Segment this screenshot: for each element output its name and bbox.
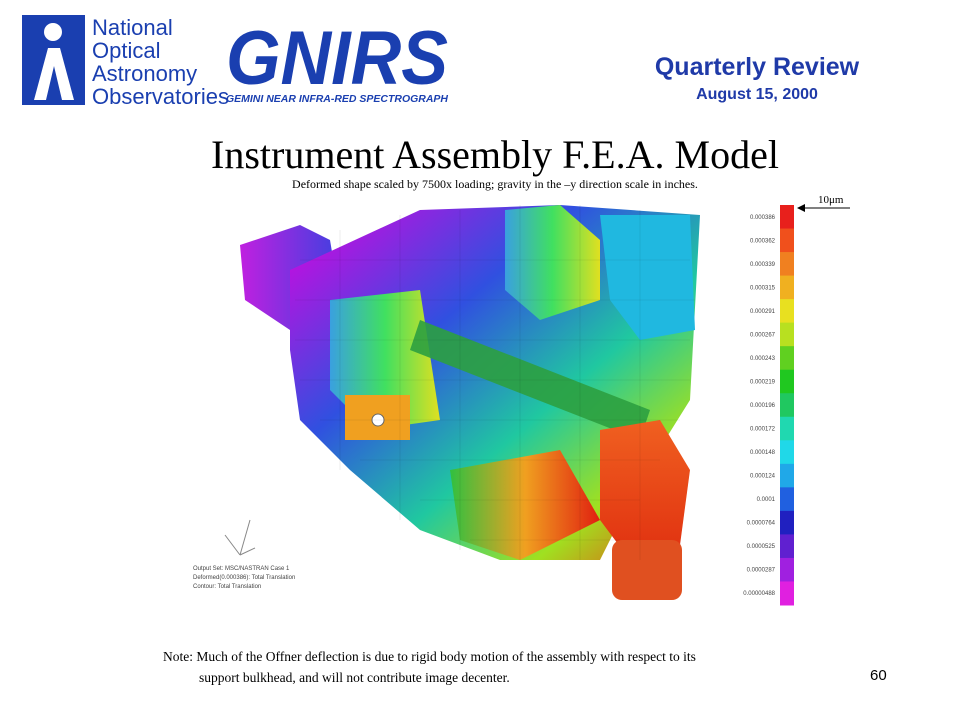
- colorbar-segment: [780, 322, 794, 347]
- colorbar: 0.000386 0.000362 0.000339 0.000315 0.000291…: [743, 205, 794, 606]
- colorbar-segment: [780, 252, 794, 277]
- colorbar-label: 0.000291: [750, 309, 776, 315]
- axis-triad: [224, 519, 256, 556]
- colorbar-segment: [780, 228, 794, 253]
- colorbar-segment: [780, 487, 794, 512]
- colorbar-label: 0.0001: [757, 497, 776, 503]
- logo-text: Observatories: [92, 84, 229, 109]
- colorbar-label: 0.000243: [750, 356, 776, 362]
- colorbar-segment: [780, 275, 794, 300]
- colorbar-label: 0.000148: [750, 450, 776, 456]
- slide-title: Instrument Assembly F.E.A. Model: [211, 132, 779, 177]
- review-title: Quarterly Review: [655, 53, 860, 81]
- colorbar-label: 0.000315: [750, 285, 776, 291]
- slide-subtitle: Deformed shape scaled by 7500x loading; …: [292, 177, 698, 191]
- colorbar-segment: [780, 510, 794, 535]
- model-legend: Output Set: MSC/NASTRAN Case 1: [193, 566, 290, 572]
- colorbar-label: 0.000219: [750, 379, 776, 385]
- colorbar-segment: [780, 346, 794, 371]
- colorbar-segment: [780, 369, 794, 394]
- colorbar-segment: [780, 581, 794, 606]
- scale-arrowhead: [797, 204, 805, 212]
- scale-marker: 10μm: [818, 194, 844, 206]
- colorbar-segment: [780, 440, 794, 465]
- colorbar-label: 0.000386: [750, 215, 776, 221]
- colorbar-label: 0.000267: [750, 332, 776, 338]
- colorbar-label: 0.0000525: [747, 544, 776, 550]
- colorbar-segment: [780, 534, 794, 559]
- colorbar-label: 0.000362: [750, 238, 776, 244]
- gnirs-logo: GNIRS: [226, 16, 448, 101]
- colorbar-label: 0.0000287: [747, 568, 776, 574]
- colorbar-label: 0.000196: [750, 403, 776, 409]
- colorbar-segment: [780, 299, 794, 324]
- model-legend: Contour: Total Translation: [193, 584, 261, 590]
- review-date: August 15, 2000: [696, 86, 818, 103]
- colorbar-segment: [780, 463, 794, 488]
- colorbar-label: 0.0000764: [747, 521, 776, 527]
- fea-model: [240, 205, 700, 600]
- note-text: Note: Much of the Offner deflection is d…: [163, 649, 696, 664]
- model-legend: Deformed(0.000386): Total Translation: [193, 575, 295, 581]
- colorbar-segment: [780, 393, 794, 418]
- logo-text: Optical: [92, 38, 160, 63]
- gnirs-subtitle: GEMINI NEAR INFRA-RED SPECTROGRAPH: [226, 94, 449, 105]
- colorbar-segment: [780, 416, 794, 441]
- noao-logo: National Optical Astronomy Observatories: [22, 15, 229, 109]
- colorbar-segment: [780, 205, 794, 230]
- colorbar-label: 0.000339: [750, 262, 776, 268]
- page-number: 60: [870, 667, 887, 684]
- colorbar-label: 0.000172: [750, 427, 776, 433]
- note-text: support bulkhead, and will not contribut…: [199, 670, 510, 685]
- colorbar-label: 0.00000488: [743, 591, 775, 597]
- logo-text: National: [92, 15, 173, 40]
- colorbar-label: 0.000124: [750, 474, 776, 480]
- logo-text: Astronomy: [92, 61, 197, 86]
- colorbar-segment: [780, 557, 794, 582]
